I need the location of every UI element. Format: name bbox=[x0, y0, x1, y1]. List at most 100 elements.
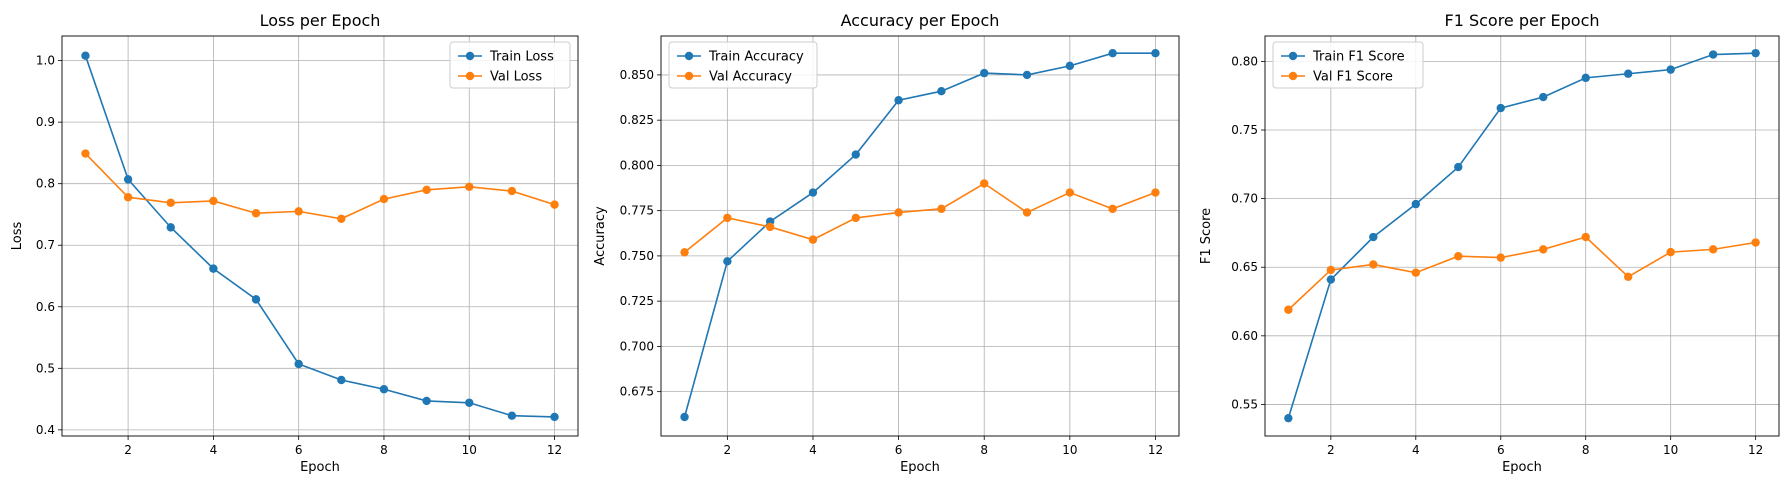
data-point bbox=[1411, 268, 1421, 277]
y-tick-label: 0.850 bbox=[620, 68, 654, 82]
legend-marker bbox=[465, 51, 475, 61]
y-tick-label: 0.65 bbox=[1231, 260, 1258, 274]
y-tick-label: 0.80 bbox=[1231, 54, 1258, 68]
data-point bbox=[1022, 70, 1032, 80]
data-point bbox=[1284, 305, 1293, 314]
data-point bbox=[1623, 69, 1633, 78]
legend-label: Train Accuracy bbox=[708, 50, 804, 65]
y-axis-label: Accuracy bbox=[593, 206, 608, 266]
data-point bbox=[1623, 272, 1633, 282]
series-line-0 bbox=[683, 52, 1156, 418]
y-tick-label: 1.0 bbox=[36, 54, 55, 68]
data-point bbox=[808, 188, 818, 197]
data-point bbox=[379, 385, 389, 394]
data-point bbox=[680, 248, 689, 257]
x-tick-label: 10 bbox=[1062, 443, 1077, 457]
data-point bbox=[1751, 238, 1760, 247]
y-tick-label: 0.7 bbox=[36, 238, 55, 252]
y-tick-label: 0.60 bbox=[1231, 329, 1258, 343]
series-line-1 bbox=[84, 152, 555, 220]
data-point bbox=[81, 149, 90, 158]
data-point bbox=[723, 213, 732, 223]
legend-marker bbox=[1288, 71, 1298, 81]
y-tick-label: 0.9 bbox=[36, 115, 55, 129]
x-tick-label: 2 bbox=[1327, 443, 1335, 457]
data-point bbox=[337, 214, 346, 223]
data-point bbox=[1666, 65, 1675, 74]
x-tick-label: 2 bbox=[124, 443, 132, 457]
y-tick-label: 0.55 bbox=[1231, 397, 1258, 411]
data-point bbox=[1454, 162, 1463, 172]
x-axis-label: Epoch bbox=[900, 460, 940, 475]
legend-label: Train Loss bbox=[489, 50, 554, 65]
chart-1: 2 4 6 8 10 12 0.675 0.700 0.725 0.750 0.775 0.800 0.… bbox=[593, 11, 1180, 475]
data-point bbox=[1326, 265, 1336, 275]
y-tick-label: 0.800 bbox=[620, 158, 654, 172]
data-point bbox=[1751, 48, 1760, 58]
y-tick-label: 0.70 bbox=[1231, 192, 1258, 206]
chart-title: F1 Score per Epoch bbox=[1444, 11, 1599, 30]
y-tick-label: 0.825 bbox=[620, 113, 654, 127]
x-tick-label: 4 bbox=[210, 443, 218, 457]
x-tick-label: 12 bbox=[547, 443, 562, 457]
y-tick-label: 0.75 bbox=[1231, 123, 1258, 137]
data-point bbox=[894, 208, 903, 217]
data-point bbox=[1108, 48, 1117, 58]
legend-label: Train F1 Score bbox=[1312, 50, 1405, 65]
data-point bbox=[1022, 208, 1032, 217]
legend-marker bbox=[684, 71, 694, 81]
data-point bbox=[1539, 92, 1548, 102]
y-tick-label: 0.6 bbox=[36, 300, 55, 314]
data-point bbox=[465, 182, 474, 191]
data-point bbox=[1326, 275, 1336, 284]
x-tick-label: 8 bbox=[1582, 443, 1590, 457]
legend-marker bbox=[465, 71, 475, 81]
data-point bbox=[209, 196, 218, 206]
data-point bbox=[1108, 204, 1117, 214]
data-point bbox=[123, 175, 133, 184]
y-axis-label: F1 Score bbox=[1199, 208, 1214, 264]
data-point bbox=[980, 68, 989, 78]
series-line-0 bbox=[84, 55, 555, 418]
x-axis-label: Epoch bbox=[1502, 460, 1542, 475]
y-tick-label: 0.725 bbox=[620, 294, 654, 308]
x-tick-label: 2 bbox=[724, 443, 732, 457]
data-point bbox=[980, 179, 989, 188]
data-point bbox=[723, 257, 732, 266]
axes-frame bbox=[660, 35, 1180, 437]
x-tick-label: 4 bbox=[1412, 443, 1420, 457]
data-point bbox=[337, 375, 346, 385]
data-point bbox=[507, 186, 517, 196]
data-point bbox=[1065, 188, 1075, 197]
chart-title: Loss per Epoch bbox=[260, 11, 381, 30]
data-point bbox=[550, 412, 559, 422]
data-point bbox=[1496, 253, 1505, 262]
axes-frame bbox=[61, 35, 579, 437]
data-point bbox=[81, 51, 90, 60]
data-point bbox=[550, 200, 559, 209]
data-point bbox=[507, 411, 517, 420]
legend-label: Val F1 Score bbox=[1313, 70, 1393, 85]
data-point bbox=[1369, 260, 1378, 269]
x-tick-label: 6 bbox=[895, 443, 903, 457]
data-point bbox=[294, 359, 303, 369]
data-point bbox=[251, 209, 261, 218]
x-tick-label: 4 bbox=[809, 443, 817, 457]
data-point bbox=[1151, 48, 1160, 58]
y-tick-label: 0.8 bbox=[36, 177, 55, 191]
y-tick-label: 0.4 bbox=[36, 423, 55, 437]
legend: Train Accuracy Val Accuracy bbox=[668, 41, 818, 89]
data-point bbox=[1581, 232, 1590, 242]
legend: Train Loss Val Loss bbox=[449, 41, 571, 89]
data-point bbox=[1151, 188, 1160, 197]
series-line-0 bbox=[1287, 52, 1756, 419]
data-point bbox=[379, 194, 389, 204]
x-tick-label: 12 bbox=[1148, 443, 1163, 457]
data-point bbox=[251, 295, 261, 304]
legend-box bbox=[668, 41, 818, 89]
data-point bbox=[166, 198, 175, 207]
x-tick-label: 6 bbox=[295, 443, 303, 457]
data-point bbox=[1411, 199, 1421, 209]
data-point bbox=[1539, 245, 1548, 254]
